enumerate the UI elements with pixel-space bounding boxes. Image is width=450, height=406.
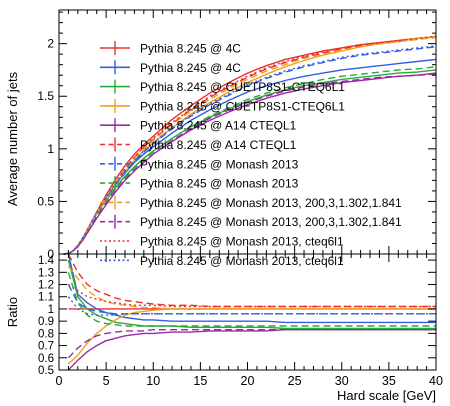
legend-entry-label: Pythia 8.245 @ Monash 2013, 200,3,1.302,…: [140, 196, 402, 210]
ratio-y-tick-label: 0.8: [38, 328, 54, 340]
main-series-line: [63, 36, 437, 255]
chart-legend: Pythia 8.245 @ 4C Pythia 8.245 @ 4C Pythia…: [100, 41, 402, 268]
ratio-series-line: [68, 283, 436, 308]
main-y-tick-label: 0: [47, 247, 54, 261]
ratio-series-line: [67, 259, 436, 330]
ratio-series-line: [67, 272, 436, 327]
x-tick-label: 35: [382, 374, 396, 388]
ratio-y-axis-label: Ratio: [5, 297, 20, 327]
main-y-tick-label: 1.5: [37, 89, 54, 103]
ratio-y-tick-label: 1: [48, 304, 54, 316]
main-series-line: [63, 66, 437, 255]
legend-entry-label: Pythia 8.245 @ Monash 2013: [140, 157, 299, 171]
ratio-y-tick-label: 0.5: [38, 365, 54, 377]
x-tick-label: 5: [103, 374, 110, 388]
x-axis-label: Hard scale [GeV]: [337, 388, 436, 403]
legend-entry-label: Pythia 8.245 @ CUETP8S1-CTEQ6L1: [140, 99, 345, 113]
x-tick-label: 40: [429, 374, 443, 388]
ratio-plot-area: 0.50.60.70.80.911.11.21.31.4 0 5 10 15 20 25 30…: [38, 253, 443, 388]
ratio-series-line: [67, 329, 436, 371]
legend-entry-label: Pythia 8.245 @ 4C: [140, 61, 241, 75]
x-tick-label: 10: [146, 374, 160, 388]
main-y-tick-label: 0.5: [37, 194, 54, 208]
x-tick-label: 15: [193, 374, 207, 388]
main-series-line: [63, 36, 437, 255]
ratio-series-line: [67, 253, 436, 324]
main-y-tick-label: 2: [47, 37, 54, 51]
ratio-y-tick-label: 1.3: [38, 267, 54, 279]
ratio-y-tick-label: 1.1: [38, 292, 54, 304]
ratio-y-tick-label: 0.9: [38, 316, 54, 328]
main-y-tick-label: 1: [47, 142, 54, 156]
ratio-plot-frame: [58, 253, 437, 371]
main-series-line: [63, 46, 437, 255]
x-tick-label: 25: [288, 374, 302, 388]
legend-entry-label: Pythia 8.245 @ 4C: [140, 42, 241, 56]
legend-entry-label: Pythia 8.245 @ Monash 2013, cteq6l1: [140, 235, 344, 249]
legend-entry-label: Pythia 8.245 @ A14 CTEQL1: [140, 119, 297, 133]
ratio-series-line: [67, 265, 436, 310]
x-tick-label: 20: [241, 374, 255, 388]
x-tick-label: 0: [56, 374, 63, 388]
main-y-axis-label: Average number of jets: [5, 71, 20, 206]
main-series-line: [63, 45, 437, 255]
ratio-y-tick-label: 1.4: [38, 255, 55, 267]
legend-entry-label: Pythia 8.245 @ A14 CTEQL1: [140, 138, 297, 152]
ratio-series-line: [67, 329, 436, 359]
legend-entry-label: Pythia 8.245 @ Monash 2013, cteq6l1: [140, 254, 344, 268]
ratio-y-tick-label: 0.7: [38, 341, 54, 353]
x-tick-label: 30: [335, 374, 349, 388]
legend-entry-label: Pythia 8.245 @ Monash 2013, 200,3,1.302,…: [140, 215, 402, 229]
ratio-y-tick-label: 1.2: [38, 280, 54, 292]
ratio-y-tick-label: 0.6: [38, 353, 54, 365]
main-series-line: [63, 73, 437, 255]
legend-entry-label: Pythia 8.245 @ Monash 2013: [140, 177, 299, 191]
legend-entry-label: Pythia 8.245 @ CUETP8S1-CTEQ6L1: [140, 80, 345, 94]
ratio-series-line: [67, 284, 436, 315]
